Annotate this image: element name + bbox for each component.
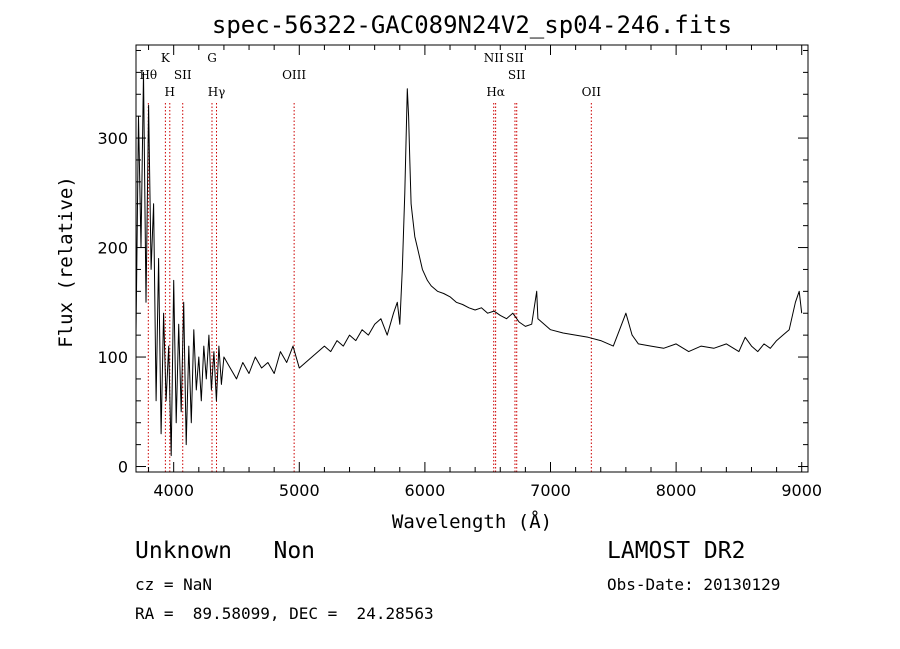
x-tick-label: 7000 [530,481,571,500]
y-tick-label: 200 [97,239,128,258]
spectral-line-label: SII [174,68,192,82]
x-tick-label: 8000 [656,481,697,500]
x-tick-label: 4000 [153,481,194,500]
y-tick-label: 0 [118,458,128,477]
spectral-line-label: K [161,51,171,65]
x-tick-label: 5000 [279,481,320,500]
spectral-line-label: Hθ [139,68,157,82]
redshift-line: cz = NaN [135,575,213,594]
survey-name: LAMOST DR2 [607,538,746,564]
spectral-line-label: OIII [282,68,306,82]
y-axis-label: Flux (relative) [55,176,77,348]
chart-title: spec-56322-GAC089N24V2_sp04-246.fits [212,11,732,39]
object-class: Unknown Non [135,538,316,564]
plot-frame [135,44,809,473]
y-tick-label: 300 [97,129,128,148]
spectral-line-label: SII [508,68,526,82]
spectral-line-label: OII [582,85,602,99]
spectrum-series-line [135,71,803,457]
x-tick-label: 6000 [405,481,446,500]
spectral-line-label: Hγ [208,85,226,99]
spectral-line-label: SII [506,51,524,65]
spectral-line-label: NII [484,51,504,65]
spectral-line-label: G [207,51,217,65]
obs-date: Obs-Date: 20130129 [607,575,781,594]
x-axis-label: Wavelength (Å) [392,510,552,533]
spectral-line-label: Hα [486,85,505,99]
y-tick-label: 100 [97,348,128,367]
coordinates-line: RA = 89.58099, DEC = 24.28563 [135,604,434,623]
spectral-line-label: H [165,85,175,99]
x-tick-label: 9000 [781,481,822,500]
